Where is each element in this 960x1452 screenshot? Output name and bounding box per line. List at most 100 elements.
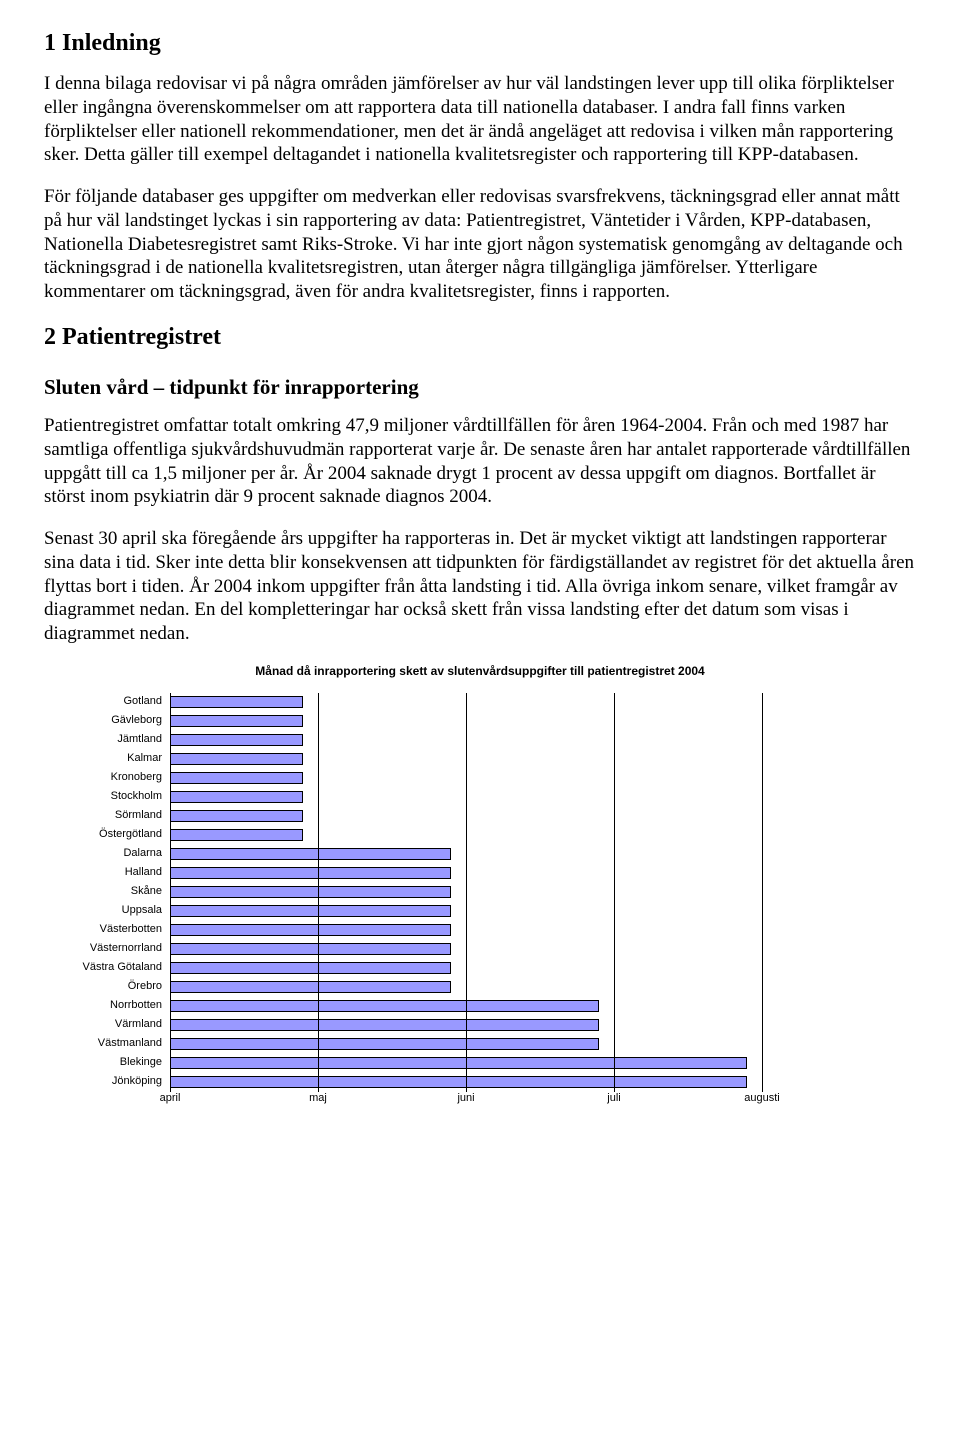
- chart-row-label: Västra Götaland: [50, 961, 170, 975]
- chart-row: Jönköping: [50, 1073, 910, 1092]
- chart-row-label: Kronoberg: [50, 771, 170, 785]
- chart-bar: [170, 981, 451, 993]
- chart-row: Kalmar: [50, 750, 910, 769]
- section2-para1: Patientregistret omfattar totalt omkring…: [44, 414, 916, 509]
- chart-row: Gotland: [50, 693, 910, 712]
- chart-row: Halland: [50, 864, 910, 883]
- chart-row-label: Västerbotten: [50, 923, 170, 937]
- chart-row: Västernorrland: [50, 940, 910, 959]
- chart-bar: [170, 696, 303, 708]
- chart-row: Västra Götaland: [50, 959, 910, 978]
- chart-bar: [170, 905, 451, 917]
- section2-para2: Senast 30 april ska föregående års uppgi…: [44, 527, 916, 646]
- chart-row: Västerbotten: [50, 921, 910, 940]
- section1-para2: För följande databaser ges uppgifter om …: [44, 185, 916, 304]
- chart-row: Östergötland: [50, 826, 910, 845]
- chart-title: Månad då inrapportering skett av slutenv…: [44, 664, 916, 679]
- chart-bar: [170, 1057, 747, 1069]
- chart-row: Gävleborg: [50, 712, 910, 731]
- chart-bar: [170, 962, 451, 974]
- chart-row: Örebro: [50, 978, 910, 997]
- chart-row-label: Västernorrland: [50, 942, 170, 956]
- section2-subheading: Sluten vård – tidpunkt för inrapporterin…: [44, 374, 916, 400]
- section1-para1: I denna bilaga redovisar vi på några omr…: [44, 72, 916, 167]
- chart-bar-track: [170, 1038, 910, 1050]
- chart-row: Blekinge: [50, 1054, 910, 1073]
- chart-xaxis: aprilmajjunijuliaugusti: [170, 1092, 910, 1108]
- chart-bar-track: [170, 734, 910, 746]
- chart-bar: [170, 924, 451, 936]
- chart-bar: [170, 943, 451, 955]
- chart-row-label: Gotland: [50, 695, 170, 709]
- chart-row: Stockholm: [50, 788, 910, 807]
- chart-container: Månad då inrapportering skett av slutenv…: [44, 664, 916, 1108]
- chart-row: Uppsala: [50, 902, 910, 921]
- chart: Gotland Gävleborg Jämtland Kalmar Kronoberg S…: [50, 693, 910, 1108]
- chart-row-label: Sörmland: [50, 809, 170, 823]
- chart-row-label: Värmland: [50, 1018, 170, 1032]
- chart-bar-track: [170, 791, 910, 803]
- chart-bar: [170, 791, 303, 803]
- chart-bar-track: [170, 962, 910, 974]
- chart-row-label: Blekinge: [50, 1056, 170, 1070]
- chart-row: Kronoberg: [50, 769, 910, 788]
- chart-row-label: Västmanland: [50, 1037, 170, 1051]
- chart-row: Sörmland: [50, 807, 910, 826]
- chart-bar: [170, 1000, 599, 1012]
- chart-bar: [170, 715, 303, 727]
- chart-bar-track: [170, 1000, 910, 1012]
- chart-xaxis-label: juli: [607, 1092, 620, 1106]
- chart-row-label: Östergötland: [50, 828, 170, 842]
- chart-row: Norrbotten: [50, 997, 910, 1016]
- chart-row-label: Jämtland: [50, 733, 170, 747]
- chart-bar-track: [170, 924, 910, 936]
- chart-bar-track: [170, 848, 910, 860]
- chart-bar-track: [170, 753, 910, 765]
- chart-row-label: Dalarna: [50, 847, 170, 861]
- chart-bar-track: [170, 772, 910, 784]
- chart-xaxis-label: maj: [309, 1092, 327, 1106]
- section1-heading: 1 Inledning: [44, 28, 916, 58]
- chart-bar: [170, 848, 451, 860]
- chart-bar-track: [170, 867, 910, 879]
- chart-bar-track: [170, 1057, 910, 1069]
- chart-bar-track: [170, 810, 910, 822]
- chart-rows: Gotland Gävleborg Jämtland Kalmar Kronoberg S…: [50, 693, 910, 1092]
- chart-row: Västmanland: [50, 1035, 910, 1054]
- chart-bar: [170, 1076, 747, 1088]
- chart-bar-track: [170, 715, 910, 727]
- chart-bar-track: [170, 1019, 910, 1031]
- chart-bar-track: [170, 1076, 910, 1088]
- chart-xaxis-label: augusti: [744, 1092, 779, 1106]
- chart-bar: [170, 1019, 599, 1031]
- section2-heading: 2 Patientregistret: [44, 322, 916, 352]
- chart-row: Jämtland: [50, 731, 910, 750]
- chart-row: Skåne: [50, 883, 910, 902]
- chart-row-label: Örebro: [50, 980, 170, 994]
- chart-xaxis-label: juni: [457, 1092, 474, 1106]
- chart-row-label: Jönköping: [50, 1075, 170, 1089]
- chart-bar: [170, 734, 303, 746]
- chart-row-label: Halland: [50, 866, 170, 880]
- chart-bar-track: [170, 886, 910, 898]
- chart-bar: [170, 753, 303, 765]
- chart-bar-track: [170, 981, 910, 993]
- chart-bar: [170, 810, 303, 822]
- chart-row-label: Kalmar: [50, 752, 170, 766]
- chart-xaxis-label: april: [160, 1092, 181, 1106]
- chart-row: Dalarna: [50, 845, 910, 864]
- chart-row-label: Stockholm: [50, 790, 170, 804]
- chart-row-label: Gävleborg: [50, 714, 170, 728]
- chart-bar-track: [170, 905, 910, 917]
- chart-bar: [170, 886, 451, 898]
- chart-bar-track: [170, 943, 910, 955]
- chart-row-label: Norrbotten: [50, 999, 170, 1013]
- chart-bar: [170, 829, 303, 841]
- chart-bar: [170, 772, 303, 784]
- chart-bar-track: [170, 829, 910, 841]
- chart-bar: [170, 1038, 599, 1050]
- chart-bar: [170, 867, 451, 879]
- chart-row-label: Uppsala: [50, 904, 170, 918]
- chart-bar-track: [170, 696, 910, 708]
- chart-row-label: Skåne: [50, 885, 170, 899]
